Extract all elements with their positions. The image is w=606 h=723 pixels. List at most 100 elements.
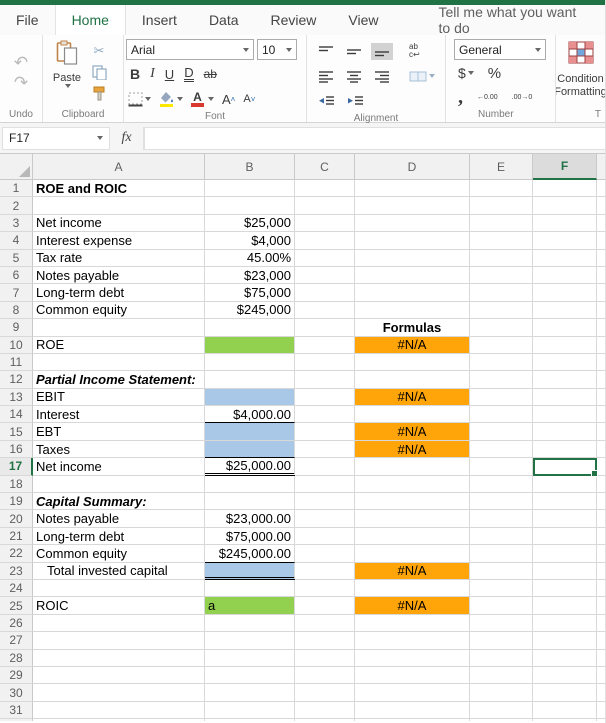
- cell-E9[interactable]: [470, 319, 533, 337]
- row-header-27[interactable]: 27: [0, 632, 33, 650]
- row-header-5[interactable]: 5: [0, 249, 33, 267]
- cell-A16[interactable]: Taxes: [33, 440, 205, 459]
- copy-icon[interactable]: [89, 64, 109, 80]
- cell-C15[interactable]: [295, 423, 355, 441]
- cell-F31[interactable]: [533, 701, 597, 720]
- cell-B7[interactable]: $75,000: [205, 284, 295, 302]
- cell-F8[interactable]: [533, 301, 597, 320]
- borders-button[interactable]: [128, 92, 151, 107]
- cell-D17[interactable]: [355, 458, 470, 476]
- cell-B9[interactable]: [205, 319, 295, 337]
- cell-G11[interactable]: [597, 354, 605, 372]
- tab-home[interactable]: Home: [54, 5, 126, 35]
- cell-A10[interactable]: ROE: [33, 336, 205, 354]
- row-header-31[interactable]: 31: [0, 701, 33, 720]
- cell-F30[interactable]: [533, 684, 597, 702]
- cell-G20[interactable]: [597, 510, 605, 528]
- cell-D30[interactable]: [355, 684, 470, 702]
- cell-C22[interactable]: [295, 545, 355, 563]
- cell-G7[interactable]: [597, 284, 605, 302]
- cell-B15[interactable]: [205, 423, 295, 441]
- align-right-button[interactable]: [371, 68, 393, 85]
- cell-C5[interactable]: [295, 249, 355, 267]
- paste-dropdown-icon[interactable]: [65, 84, 71, 88]
- cell-A29[interactable]: [33, 666, 205, 685]
- cell-A4[interactable]: Interest expense: [33, 232, 205, 250]
- cell-C21[interactable]: [295, 527, 355, 546]
- undo-icon[interactable]: ↶: [13, 52, 29, 72]
- cell-E30[interactable]: [470, 684, 533, 702]
- comma-style-button[interactable]: ,: [458, 86, 463, 108]
- cell-A3[interactable]: Net income: [33, 214, 205, 233]
- cell-F10[interactable]: [533, 336, 597, 354]
- row-header-22[interactable]: 22: [0, 545, 33, 563]
- format-painter-icon[interactable]: [89, 85, 109, 101]
- cell-G21[interactable]: [597, 528, 605, 546]
- cell-F21[interactable]: [533, 527, 597, 546]
- cell-B13[interactable]: [205, 388, 295, 407]
- cell-G15[interactable]: [597, 423, 605, 441]
- cell-C32[interactable]: [295, 719, 355, 721]
- row-header-24[interactable]: 24: [0, 579, 33, 598]
- cell-F15[interactable]: [533, 423, 597, 441]
- merge-center-button[interactable]: [409, 71, 435, 82]
- row-header-19[interactable]: 19: [0, 493, 33, 511]
- cell-C9[interactable]: [295, 319, 355, 337]
- row-header-4[interactable]: 4: [0, 232, 33, 250]
- cell-C27[interactable]: [295, 632, 355, 650]
- cell-G5[interactable]: [597, 250, 605, 267]
- cell-E32[interactable]: [470, 719, 533, 721]
- tab-review[interactable]: Review: [270, 12, 317, 28]
- cell-B5[interactable]: 45.00%: [205, 249, 295, 267]
- cell-G1[interactable]: [597, 180, 605, 198]
- cell-C28[interactable]: [295, 649, 355, 667]
- cell-F26[interactable]: [533, 614, 597, 633]
- tab-view[interactable]: View: [348, 12, 379, 28]
- cell-G3[interactable]: [597, 215, 605, 233]
- cell-E31[interactable]: [470, 701, 533, 720]
- cell-F25[interactable]: [533, 597, 597, 615]
- cell-F11[interactable]: [533, 353, 597, 372]
- cell-A8[interactable]: Common equity: [33, 301, 205, 320]
- grow-font-button[interactable]: A ˄: [222, 91, 236, 107]
- cell-E8[interactable]: [470, 301, 533, 320]
- cell-D5[interactable]: [355, 249, 470, 267]
- cell-F7[interactable]: [533, 284, 597, 302]
- cell-D15[interactable]: #N/A: [355, 423, 470, 441]
- cell-B1[interactable]: [205, 180, 295, 198]
- cell-B28[interactable]: [205, 649, 295, 667]
- align-bottom-button[interactable]: [371, 42, 393, 60]
- row-header-6[interactable]: 6: [0, 266, 33, 285]
- cell-E26[interactable]: [470, 614, 533, 633]
- accounting-format-button[interactable]: $: [458, 65, 474, 81]
- cell-E20[interactable]: [470, 510, 533, 528]
- italic-button[interactable]: I: [150, 66, 155, 81]
- font-color-button[interactable]: A: [191, 91, 204, 107]
- cell-B11[interactable]: [205, 353, 295, 372]
- fill-color-button[interactable]: [159, 91, 183, 107]
- cell-D16[interactable]: #N/A: [355, 440, 470, 459]
- row-header-7[interactable]: 7: [0, 284, 33, 302]
- number-format-select[interactable]: General: [454, 39, 546, 60]
- cell-F6[interactable]: [533, 266, 597, 285]
- cell-G25[interactable]: [597, 597, 605, 615]
- cell-F19[interactable]: [533, 493, 597, 511]
- row-header-26[interactable]: 26: [0, 614, 33, 633]
- cell-B8[interactable]: $245,000: [205, 301, 295, 320]
- cell-E21[interactable]: [470, 527, 533, 546]
- cell-B24[interactable]: [205, 579, 295, 598]
- cell-B3[interactable]: $25,000: [205, 214, 295, 233]
- cell-G27[interactable]: [597, 632, 605, 650]
- cell-D4[interactable]: [355, 232, 470, 250]
- cell-C24[interactable]: [295, 579, 355, 598]
- column-header-D[interactable]: D: [355, 154, 470, 180]
- cell-C30[interactable]: [295, 684, 355, 702]
- row-header-21[interactable]: 21: [0, 527, 33, 546]
- cell-A15[interactable]: EBT: [33, 423, 205, 441]
- cell-A9[interactable]: [33, 319, 205, 337]
- cell-D26[interactable]: [355, 614, 470, 633]
- cell-G12[interactable]: [597, 371, 605, 389]
- cell-F16[interactable]: [533, 440, 597, 459]
- cell-G19[interactable]: [597, 493, 605, 511]
- font-size-select[interactable]: 10: [257, 39, 297, 60]
